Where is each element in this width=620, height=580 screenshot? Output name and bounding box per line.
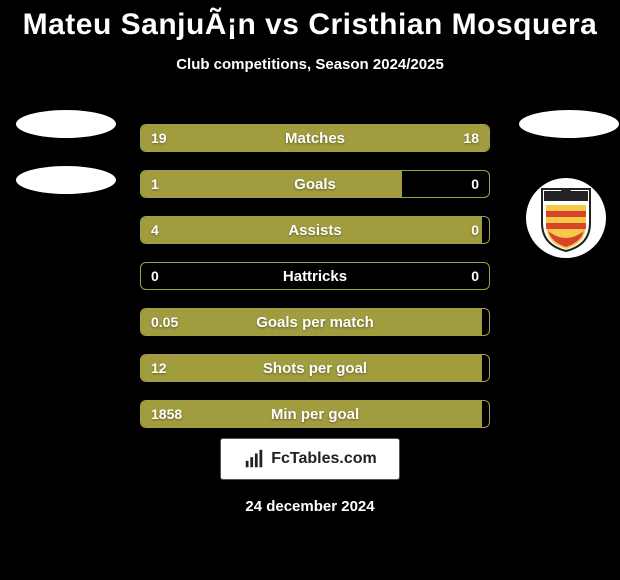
page-subtitle: Club competitions, Season 2024/2025 bbox=[0, 56, 620, 73]
stat-label: Shots per goal bbox=[141, 355, 489, 381]
page-title: Mateu SanjuÃ¡n vs Cristhian Mosquera bbox=[0, 0, 620, 42]
stat-label: Assists bbox=[141, 217, 489, 243]
stat-label: Min per goal bbox=[141, 401, 489, 427]
stat-row: Hattricks0 0 bbox=[140, 262, 490, 290]
stat-row: Min per goal1858 bbox=[140, 400, 490, 428]
chart-icon bbox=[243, 448, 265, 470]
stat-row: Goals per match0.05 bbox=[140, 308, 490, 336]
valencia-crest-icon bbox=[538, 183, 594, 253]
stat-label: Hattricks bbox=[141, 263, 489, 289]
stat-value-left: 4 bbox=[151, 217, 159, 243]
stat-label: Matches bbox=[141, 125, 489, 151]
footer-date: 24 december 2024 bbox=[0, 498, 620, 515]
club-badge-right bbox=[526, 178, 606, 258]
avatar-ellipse bbox=[519, 110, 619, 138]
footer-brand-badge: FcTables.com bbox=[220, 438, 400, 480]
player-left-avatar bbox=[16, 110, 101, 195]
stat-value-right: 0 bbox=[471, 217, 479, 243]
avatar-ellipse bbox=[16, 166, 116, 194]
stat-value-left: 1 bbox=[151, 171, 159, 197]
stat-value-right: 0 bbox=[471, 263, 479, 289]
avatar-ellipse bbox=[16, 110, 116, 138]
stat-value-right: 18 bbox=[463, 125, 479, 151]
stat-value-left: 1858 bbox=[151, 401, 182, 427]
stat-row: Assists4 0 bbox=[140, 216, 490, 244]
stat-value-left: 0 bbox=[151, 263, 159, 289]
comparison-bars: Matches1918Goals10Assists40Hattricks00Go… bbox=[140, 124, 490, 428]
stat-row: Matches19 18 bbox=[140, 124, 490, 152]
stat-value-left: 0.05 bbox=[151, 309, 178, 335]
stat-value-left: 19 bbox=[151, 125, 167, 151]
stat-value-left: 12 bbox=[151, 355, 167, 381]
footer-brand-text: FcTables.com bbox=[271, 450, 377, 468]
stat-row: Shots per goal12 bbox=[140, 354, 490, 382]
stat-label: Goals bbox=[141, 171, 489, 197]
stat-label: Goals per match bbox=[141, 309, 489, 335]
stat-value-right: 0 bbox=[471, 171, 479, 197]
stat-row: Goals1 0 bbox=[140, 170, 490, 198]
